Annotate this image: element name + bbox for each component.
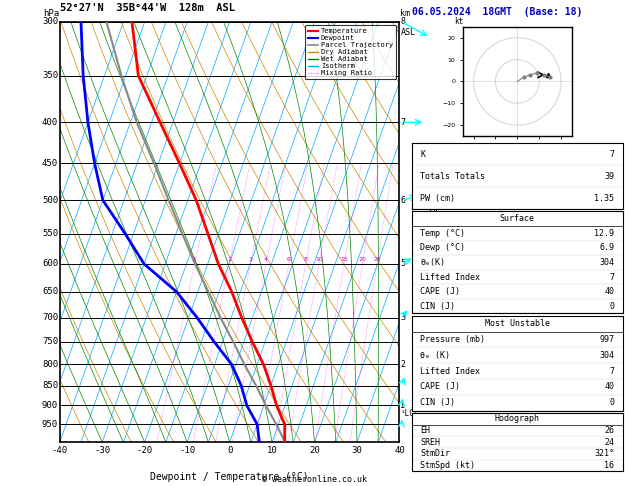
- Text: 0: 0: [610, 302, 615, 311]
- Text: 20: 20: [359, 257, 366, 262]
- Text: ASL: ASL: [401, 28, 415, 37]
- Text: -20: -20: [136, 447, 153, 455]
- Text: StmDir: StmDir: [420, 450, 450, 458]
- Text: ¹LCL: ¹LCL: [401, 409, 419, 417]
- Text: Lifted Index: Lifted Index: [420, 366, 481, 376]
- Text: Most Unstable: Most Unstable: [485, 319, 550, 329]
- Text: 12.9: 12.9: [594, 229, 615, 238]
- Text: 10: 10: [315, 257, 323, 262]
- Text: 700: 700: [42, 313, 58, 322]
- Text: hPa: hPa: [43, 9, 59, 17]
- Text: 600: 600: [42, 260, 58, 268]
- Text: 2: 2: [227, 257, 231, 262]
- Text: θₑ (K): θₑ (K): [420, 351, 450, 360]
- Text: 1: 1: [193, 257, 197, 262]
- Text: StmSpd (kt): StmSpd (kt): [420, 461, 476, 470]
- Text: 40: 40: [604, 287, 615, 296]
- Text: 8: 8: [401, 17, 406, 26]
- Text: 26: 26: [604, 426, 615, 435]
- Text: K: K: [420, 150, 425, 159]
- Text: 650: 650: [42, 287, 58, 296]
- Text: 06.05.2024  18GMT  (Base: 18): 06.05.2024 18GMT (Base: 18): [412, 7, 582, 17]
- Text: -40: -40: [52, 447, 68, 455]
- Text: 16: 16: [604, 461, 615, 470]
- Text: PW (cm): PW (cm): [420, 193, 455, 203]
- Text: 20: 20: [309, 447, 320, 455]
- Text: 997: 997: [599, 335, 615, 344]
- Text: 6: 6: [401, 196, 406, 205]
- Text: 0: 0: [227, 447, 232, 455]
- Text: 3: 3: [248, 257, 252, 262]
- Text: 7: 7: [610, 273, 615, 281]
- Text: 52°27'N  35B°44'W  128m  ASL: 52°27'N 35B°44'W 128m ASL: [60, 3, 235, 14]
- Text: 39: 39: [604, 172, 615, 181]
- Text: kt: kt: [454, 17, 463, 26]
- Legend: Temperature, Dewpoint, Parcel Trajectory, Dry Adiabat, Wet Adiabat, Isotherm, Mi: Temperature, Dewpoint, Parcel Trajectory…: [305, 25, 396, 79]
- Text: 25: 25: [373, 257, 381, 262]
- Text: 500: 500: [42, 196, 58, 205]
- Text: CAPE (J): CAPE (J): [420, 287, 460, 296]
- Text: 1: 1: [401, 401, 406, 410]
- Text: 15: 15: [340, 257, 348, 262]
- Text: Dewpoint / Temperature (°C): Dewpoint / Temperature (°C): [150, 472, 309, 482]
- Text: Lifted Index: Lifted Index: [420, 273, 481, 281]
- Text: 7: 7: [610, 366, 615, 376]
- Text: EH: EH: [420, 426, 430, 435]
- Text: 800: 800: [42, 360, 58, 369]
- Text: SREH: SREH: [420, 438, 440, 447]
- Text: 950: 950: [42, 420, 58, 429]
- Text: 304: 304: [599, 258, 615, 267]
- Text: 350: 350: [42, 71, 58, 80]
- Text: θₑ(K): θₑ(K): [420, 258, 445, 267]
- Text: 900: 900: [42, 401, 58, 410]
- Text: Mixing Ratio (g/kg): Mixing Ratio (g/kg): [429, 188, 438, 276]
- Text: CIN (J): CIN (J): [420, 302, 455, 311]
- Text: CAPE (J): CAPE (J): [420, 382, 460, 392]
- Text: 304: 304: [599, 351, 615, 360]
- Text: 5: 5: [401, 260, 406, 268]
- Text: Surface: Surface: [500, 214, 535, 223]
- Text: 6: 6: [287, 257, 291, 262]
- Text: 300: 300: [42, 17, 58, 26]
- Text: 6.9: 6.9: [599, 243, 615, 252]
- Text: Temp (°C): Temp (°C): [420, 229, 465, 238]
- Text: Dewp (°C): Dewp (°C): [420, 243, 465, 252]
- Text: 450: 450: [42, 159, 58, 168]
- Text: 24: 24: [604, 438, 615, 447]
- Text: 321°: 321°: [594, 450, 615, 458]
- Text: 7: 7: [610, 150, 615, 159]
- Text: Hodograph: Hodograph: [495, 415, 540, 423]
- Text: 4: 4: [264, 257, 268, 262]
- Text: 3: 3: [401, 313, 406, 322]
- Text: 550: 550: [42, 229, 58, 238]
- Text: 40: 40: [394, 447, 405, 455]
- Text: 8: 8: [304, 257, 308, 262]
- Text: 10: 10: [267, 447, 277, 455]
- Text: 850: 850: [42, 381, 58, 390]
- Text: 750: 750: [42, 337, 58, 347]
- Text: Totals Totals: Totals Totals: [420, 172, 486, 181]
- Text: km: km: [401, 9, 411, 17]
- Text: 7: 7: [401, 118, 406, 127]
- Text: Pressure (mb): Pressure (mb): [420, 335, 486, 344]
- Text: CIN (J): CIN (J): [420, 398, 455, 407]
- Text: 400: 400: [42, 118, 58, 127]
- Text: -10: -10: [179, 447, 195, 455]
- Text: -30: -30: [94, 447, 110, 455]
- Text: © weatheronline.co.uk: © weatheronline.co.uk: [262, 474, 367, 484]
- Text: 30: 30: [352, 447, 362, 455]
- Text: 0: 0: [610, 398, 615, 407]
- Text: 1.35: 1.35: [594, 193, 615, 203]
- Text: 2: 2: [401, 360, 406, 369]
- Text: 40: 40: [604, 382, 615, 392]
